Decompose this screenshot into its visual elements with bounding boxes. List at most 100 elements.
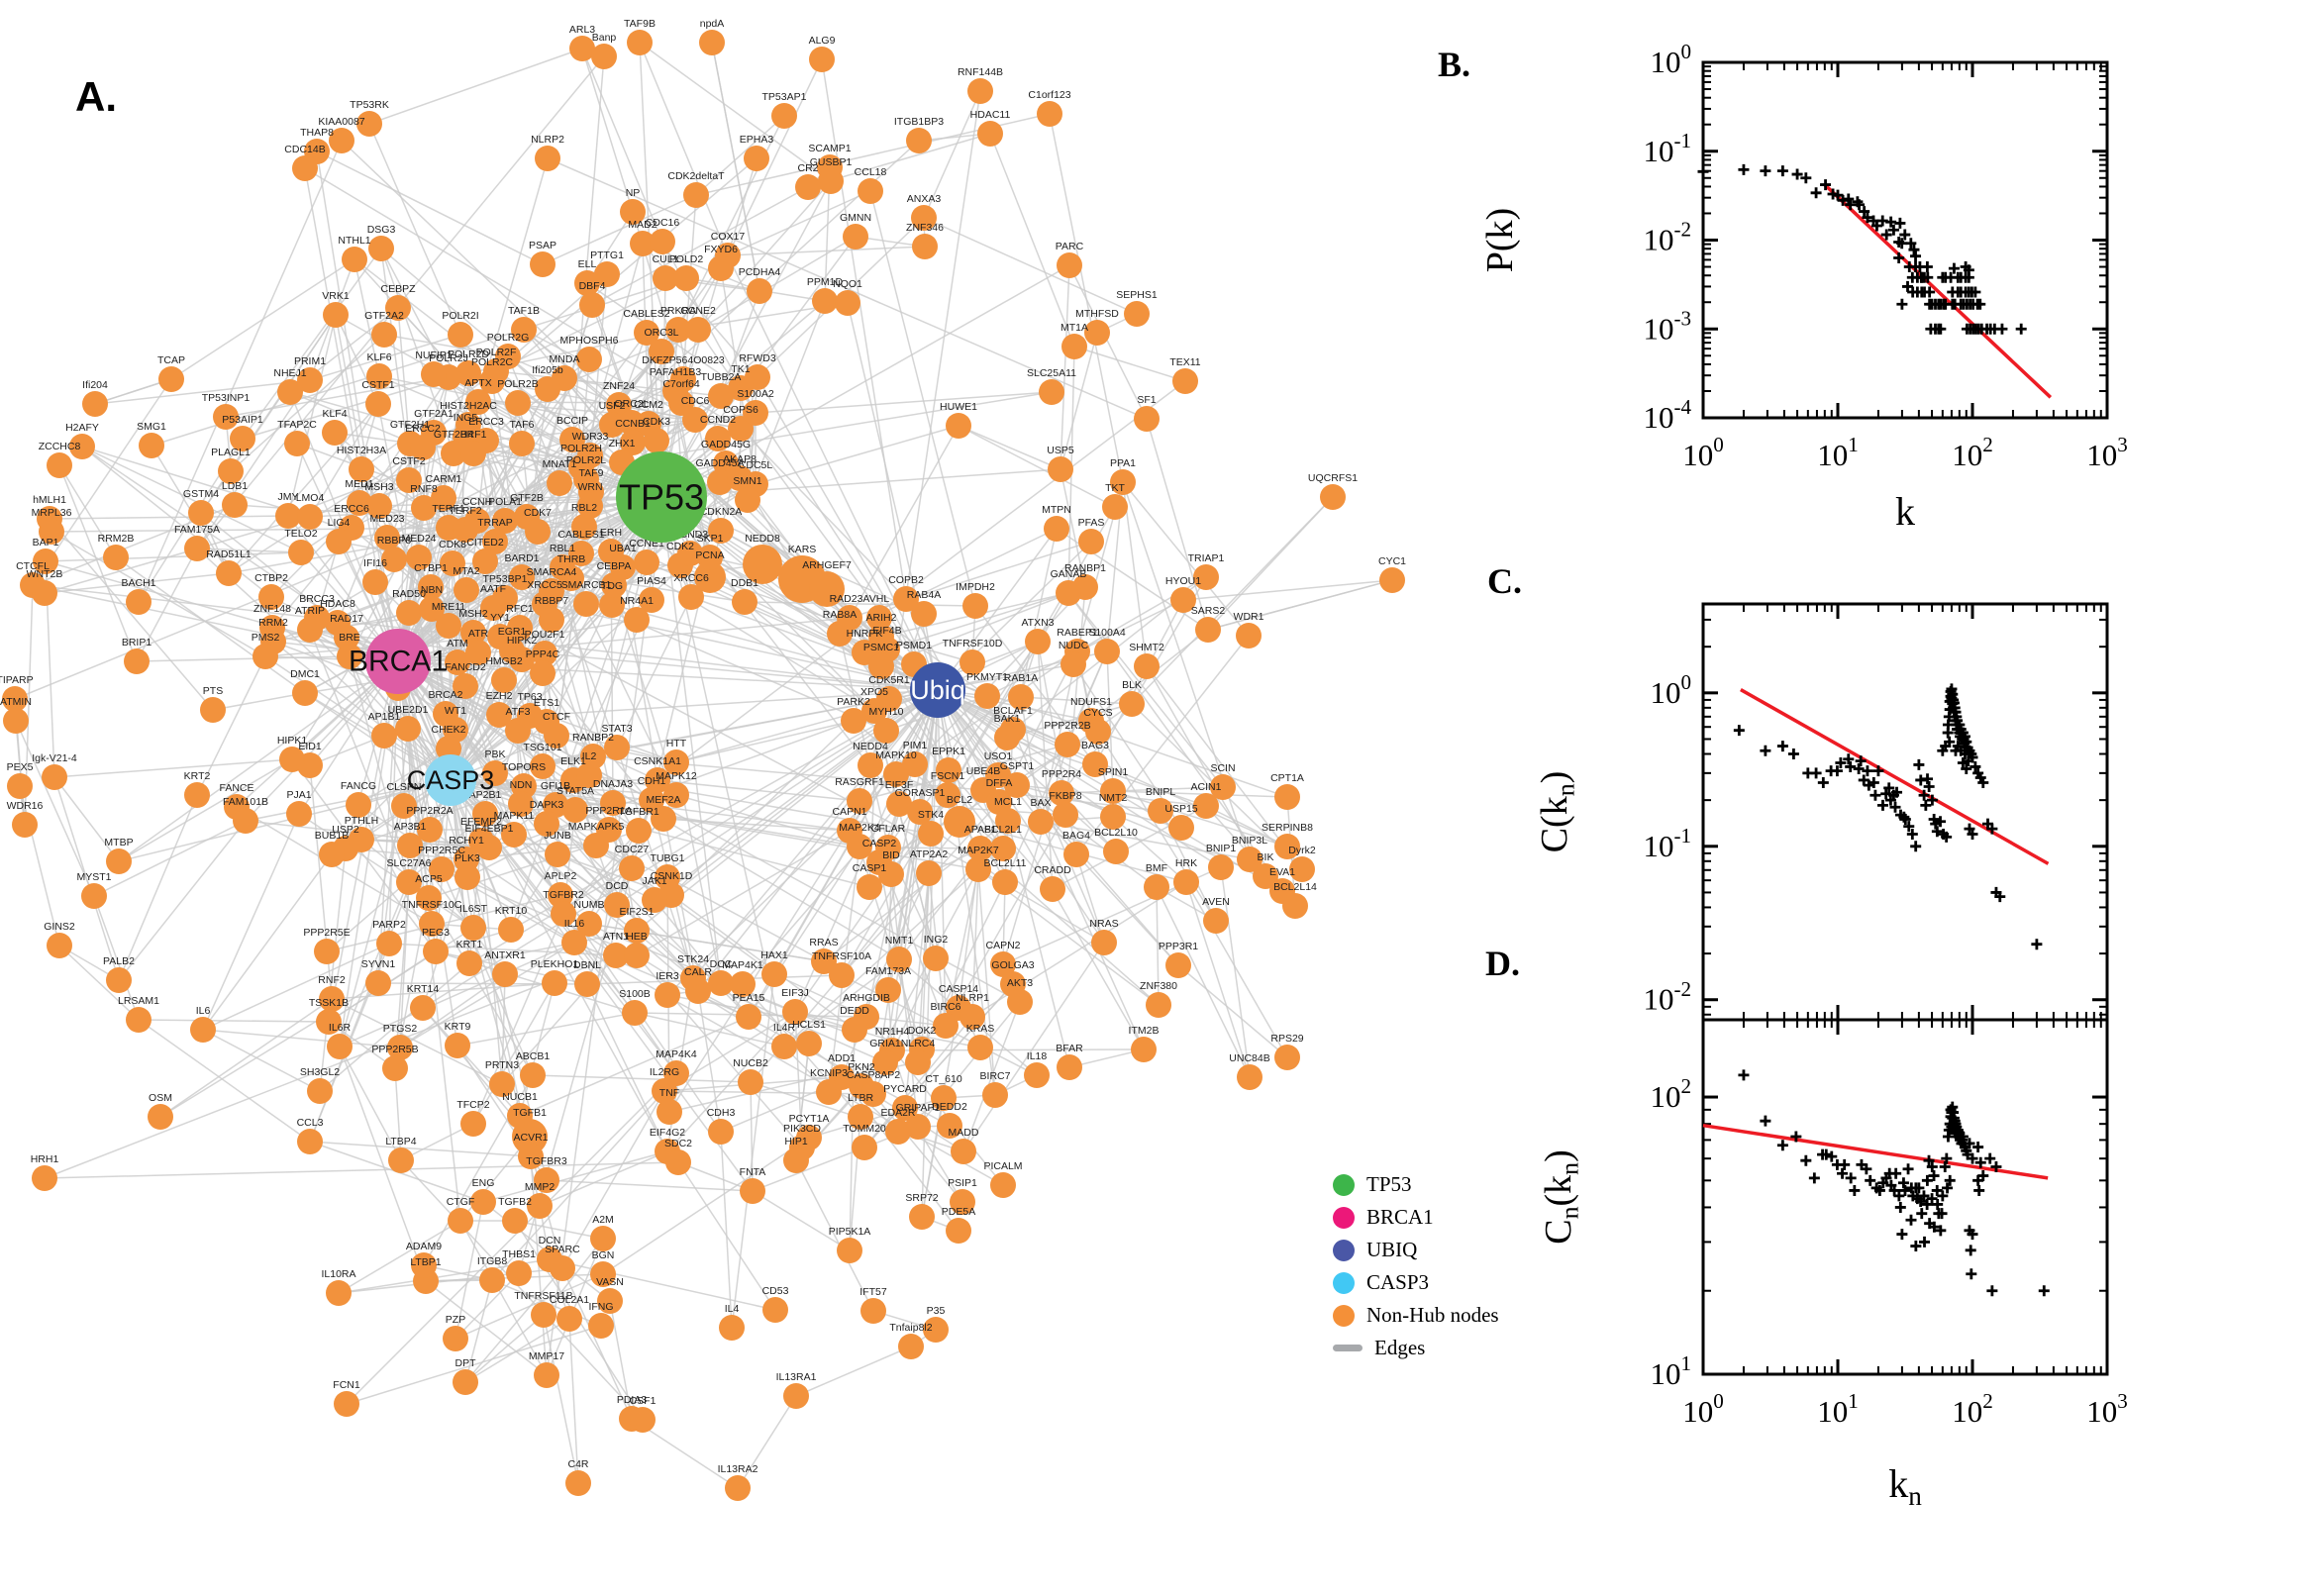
- plus-marker: [1776, 1140, 1788, 1151]
- y-tick-label: 100: [1650, 40, 1691, 79]
- plus-marker: [2038, 1285, 2050, 1297]
- network-node: [603, 943, 629, 968]
- network-node: [677, 541, 703, 566]
- network-node: [233, 808, 258, 834]
- network-node: [47, 933, 72, 958]
- network-node: [216, 560, 242, 586]
- network-node: [460, 915, 486, 941]
- y-tick-label: 10-4: [1643, 395, 1691, 435]
- network-edge: [1004, 650, 1108, 883]
- network-edge: [196, 655, 266, 796]
- network-edge: [549, 1258, 776, 1311]
- network-node: [319, 986, 345, 1012]
- network-node: [323, 302, 349, 328]
- network-edge: [755, 391, 1053, 414]
- network-node: [258, 584, 284, 610]
- network-legend: TP53 BRCA1 UBIQ CASP3 Non-Hub nodes Edges: [1333, 1168, 1499, 1364]
- network-node: [591, 44, 617, 69]
- network-edge: [561, 1090, 665, 1269]
- network-node: [480, 595, 506, 621]
- plus-marker: [1733, 725, 1745, 737]
- network-edge: [331, 982, 556, 1000]
- y-axis-label: P(k): [1479, 208, 1521, 272]
- network-edge: [346, 1325, 602, 1405]
- network-node: [771, 103, 797, 129]
- plus-marker: [1894, 217, 1906, 229]
- network-node: [685, 317, 711, 343]
- network-node: [655, 982, 680, 1008]
- network-edge: [839, 633, 890, 700]
- data-points: [1738, 1069, 2050, 1297]
- network-node: [47, 452, 72, 478]
- network-node: [482, 760, 508, 786]
- network-node: [1061, 334, 1087, 359]
- network-edge: [428, 897, 534, 1076]
- network-edge: [345, 785, 525, 849]
- network-node: [476, 835, 502, 860]
- network-node: [634, 320, 659, 346]
- legend-item-label: BRCA1: [1366, 1205, 1434, 1229]
- network-edge: [53, 776, 120, 981]
- network-edge: [1156, 886, 1160, 1006]
- network-edge: [44, 954, 617, 1179]
- network-node: [365, 970, 391, 996]
- network-node: [319, 842, 345, 867]
- network-node: [747, 278, 772, 304]
- network-edge: [872, 1093, 963, 1203]
- network-edge: [539, 1150, 668, 1207]
- network-node: [69, 434, 95, 459]
- network-node: [1170, 587, 1196, 613]
- panel-d-label: D.: [1485, 944, 1520, 983]
- network-edge: [794, 1011, 981, 1048]
- network-edge: [58, 464, 138, 662]
- x-tick-label: 100: [1682, 433, 1724, 472]
- network-edge: [397, 660, 939, 691]
- plus-marker: [1810, 187, 1822, 199]
- legend-item-brca1: BRCA1: [1333, 1201, 1499, 1234]
- network-node: [396, 600, 422, 626]
- network-edge: [937, 689, 1179, 966]
- network-node: [32, 580, 57, 606]
- network-node: [962, 593, 988, 619]
- network-edge: [675, 720, 855, 763]
- network-edge: [32, 378, 172, 586]
- network-edge: [747, 300, 826, 501]
- network-edge: [399, 942, 575, 1048]
- network-edge: [339, 1046, 402, 1161]
- network-node: [539, 578, 564, 604]
- network-node: [809, 571, 845, 607]
- network-node: [843, 224, 868, 249]
- plus-marker: [1817, 776, 1829, 788]
- network-node: [297, 1129, 323, 1154]
- network-edge: [654, 899, 750, 1018]
- network-edge: [309, 629, 410, 883]
- network-node: [906, 128, 932, 153]
- network-edge: [399, 881, 410, 1048]
- network-node: [600, 790, 626, 816]
- network-edge: [1060, 786, 1224, 794]
- network-node: [501, 822, 527, 848]
- network-edge: [1073, 346, 1186, 382]
- network-node: [346, 792, 371, 818]
- network-node: [568, 541, 594, 566]
- network-node: [708, 255, 734, 281]
- plus-marker: [1893, 252, 1905, 264]
- network-edge: [1112, 790, 1288, 798]
- network-edge: [690, 596, 882, 667]
- network-node: [288, 540, 314, 565]
- network-node: [316, 1009, 342, 1035]
- network-edge: [937, 689, 1145, 1050]
- plus-marker: [1902, 1163, 1914, 1175]
- network-edge: [94, 379, 311, 405]
- network-edge: [514, 1220, 604, 1240]
- network-edge: [337, 443, 411, 624]
- network-edge: [378, 375, 613, 426]
- x-tick-label: 100: [1682, 1389, 1724, 1429]
- network-edge: [1122, 481, 1148, 667]
- network-edge: [328, 1021, 396, 1069]
- network-edge: [639, 42, 832, 182]
- network-edge: [1156, 886, 1251, 1078]
- network-edge: [740, 387, 939, 691]
- network-edge: [532, 1074, 752, 1083]
- network-node: [304, 605, 330, 631]
